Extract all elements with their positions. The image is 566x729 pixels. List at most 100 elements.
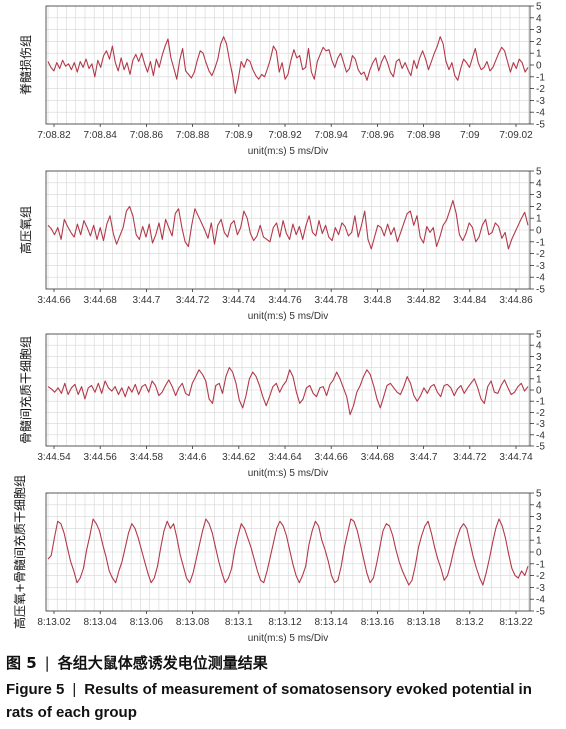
x-tick-label: 3:44.78 — [315, 295, 349, 306]
x-tick-label: 3:44.58 — [130, 452, 164, 463]
y-tick-label: 3 — [536, 352, 542, 363]
x-tick-label: 3:44.68 — [84, 295, 118, 306]
x-axis-label: unit(m:s) 5 ms/Div — [248, 146, 329, 157]
x-tick-label: 3:44.66 — [37, 295, 71, 306]
y-tick-label: -3 — [536, 261, 545, 272]
y-tick-label: 1 — [536, 536, 542, 547]
y-tick-label: 4 — [536, 178, 542, 189]
y-tick-label: 0 — [536, 226, 542, 237]
y-tick-label: 3 — [536, 190, 542, 201]
x-axis-label: unit(m:s) 5 ms/Div — [248, 468, 329, 479]
x-tick-label: 3:44.64 — [268, 452, 302, 463]
x-axis-label: unit(m:s) 5 ms/Div — [248, 311, 329, 322]
y-tick-label: 5 — [536, 2, 542, 13]
y-tick-label: 4 — [536, 13, 542, 24]
x-axis-label: unit(m:s) 5 ms/Div — [248, 633, 329, 644]
sep-trace-line — [47, 36, 529, 94]
y-tick-label: -5 — [536, 607, 545, 618]
y-tick-label: 3 — [536, 512, 542, 523]
y-tick-label: -1 — [536, 397, 545, 408]
sep-trace-line — [47, 367, 529, 416]
x-tick-label: 8:13.16 — [361, 617, 395, 628]
x-tick-label: 8:13.14 — [315, 617, 349, 628]
figure-caption-en: Figure 5 | Results of measurement of somat… — [6, 678, 562, 724]
x-tick-label: 8:13.06 — [130, 617, 164, 628]
y-tick-label: 1 — [536, 374, 542, 385]
y-tick-label: 1 — [536, 214, 542, 225]
y-tick-label: 5 — [536, 489, 542, 500]
group-label: 骨髓间充质干细胞组 — [18, 336, 33, 444]
x-tick-label: 7:08.84 — [84, 130, 118, 141]
x-tick-label: 7:08.86 — [130, 130, 164, 141]
x-tick-label: 8:13.18 — [407, 617, 441, 628]
x-tick-label: 8:13.12 — [268, 617, 302, 628]
x-tick-label: 3:44.7 — [410, 452, 438, 463]
y-tick-label: 2 — [536, 202, 542, 213]
caption-en-separator: | — [72, 681, 77, 698]
x-tick-label: 7:08.9 — [225, 130, 253, 141]
x-tick-label: 8:13.1 — [225, 617, 253, 628]
caption-cn-text: 各组大鼠体感诱发电位测量结果 — [57, 654, 268, 672]
x-tick-label: 3:44.66 — [315, 452, 349, 463]
y-tick-label: -2 — [536, 249, 545, 260]
figure-caption-cn: 图 5 | 各组大鼠体感诱发电位测量结果 — [6, 652, 562, 673]
x-tick-label: 3:44.86 — [499, 295, 533, 306]
y-tick-label: -2 — [536, 408, 545, 419]
y-tick-label: 5 — [536, 330, 542, 341]
x-tick-label: 7:08.92 — [268, 130, 302, 141]
y-tick-label: -5 — [536, 442, 545, 453]
x-tick-label: 3:44.56 — [84, 452, 118, 463]
y-tick-label: -1 — [536, 559, 545, 570]
x-tick-label: 3:44.54 — [37, 452, 71, 463]
x-tick-label: 7:08.98 — [407, 130, 441, 141]
group-label: 高压氧+骨髓间充质干细胞组 — [12, 475, 27, 629]
x-tick-label: 3:44.68 — [361, 452, 395, 463]
x-tick-label: 8:13.2 — [456, 617, 484, 628]
y-tick-label: 5 — [536, 167, 542, 178]
x-tick-label: 7:08.88 — [176, 130, 210, 141]
x-tick-label: 3:44.74 — [499, 452, 533, 463]
x-tick-label: 7:08.94 — [315, 130, 349, 141]
y-tick-label: -2 — [536, 84, 545, 95]
y-tick-label: 0 — [536, 61, 542, 72]
x-tick-label: 3:44.74 — [222, 295, 256, 306]
x-tick-label: 8:13.08 — [176, 617, 210, 628]
y-tick-label: -3 — [536, 96, 545, 107]
caption-cn-number: 图 5 — [6, 654, 37, 672]
x-tick-label: 3:44.6 — [179, 452, 207, 463]
x-tick-label: 8:13.04 — [84, 617, 118, 628]
x-tick-label: 3:44.72 — [176, 295, 210, 306]
y-tick-label: -4 — [536, 273, 545, 284]
y-tick-label: 3 — [536, 25, 542, 36]
y-tick-label: 4 — [536, 341, 542, 352]
x-tick-label: 8:13.02 — [37, 617, 71, 628]
y-tick-label: -1 — [536, 72, 545, 83]
y-tick-label: -2 — [536, 571, 545, 582]
x-tick-label: 3:44.8 — [363, 295, 391, 306]
sep-trace-line — [47, 199, 529, 250]
y-tick-label: -5 — [536, 285, 545, 296]
sep-trace-line — [47, 518, 529, 586]
x-tick-label: 3:44.62 — [222, 452, 256, 463]
y-tick-label: -5 — [536, 120, 545, 131]
x-tick-label: 7:08.96 — [361, 130, 395, 141]
y-tick-label: 4 — [536, 500, 542, 511]
y-tick-label: -1 — [536, 237, 545, 248]
y-tick-label: -4 — [536, 430, 545, 441]
y-tick-label: 0 — [536, 386, 542, 397]
y-tick-label: -4 — [536, 108, 545, 119]
caption-en-text: Results of measurement of somatosensory … — [6, 681, 532, 721]
x-tick-label: 8:13.22 — [499, 617, 533, 628]
y-tick-label: -3 — [536, 419, 545, 430]
y-tick-label: -3 — [536, 583, 545, 594]
caption-cn-separator: | — [44, 654, 50, 672]
caption-en-number: Figure 5 — [6, 681, 65, 698]
x-tick-label: 3:44.76 — [268, 295, 302, 306]
y-tick-label: -4 — [536, 595, 545, 606]
x-tick-label: 3:44.84 — [453, 295, 487, 306]
x-tick-label: 3:44.82 — [407, 295, 441, 306]
x-tick-label: 7:09 — [460, 130, 480, 141]
x-tick-label: 3:44.7 — [132, 295, 160, 306]
x-tick-label: 7:09.02 — [499, 130, 533, 141]
